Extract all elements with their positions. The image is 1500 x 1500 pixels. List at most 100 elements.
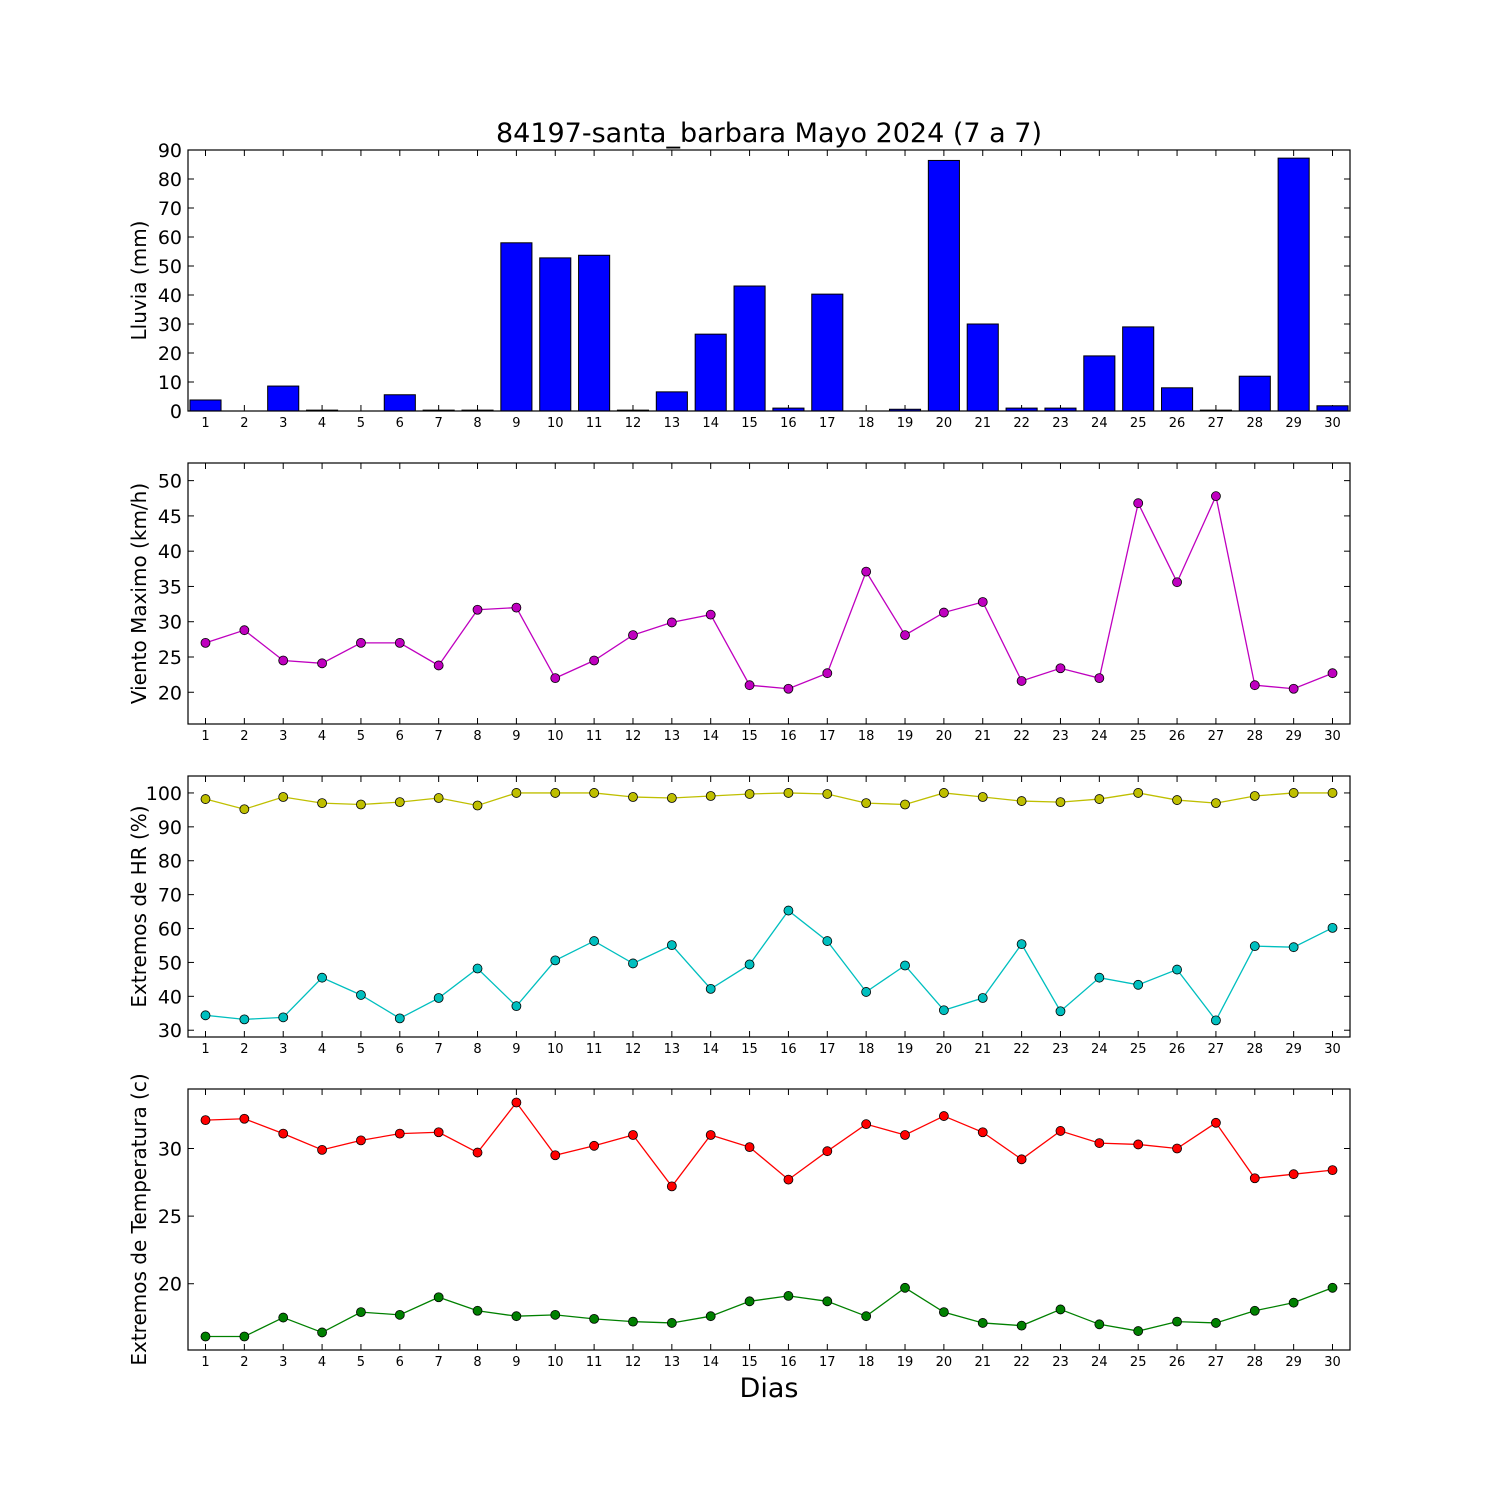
y-tick-label: 30 [158, 314, 182, 336]
x-tick-label: 22 [1013, 1042, 1030, 1057]
x-tick-label: 25 [1130, 416, 1147, 431]
point-day-15 [744, 1296, 755, 1307]
point-day-8 [472, 800, 483, 811]
x-tick-label: 12 [625, 1355, 642, 1370]
point-day-3 [278, 792, 289, 802]
x-tick-label: 24 [1091, 729, 1108, 744]
bar-day-21 [966, 323, 999, 412]
point-day-26 [1172, 1143, 1182, 1154]
x-tick-label: 16 [780, 729, 797, 744]
x-tick-label: 29 [1285, 1042, 1302, 1057]
x-tick-label: 2 [240, 729, 248, 744]
bar-day-11 [578, 254, 611, 412]
plot-frame [187, 149, 1351, 412]
point-day-18 [861, 987, 872, 997]
point-day-21 [977, 1127, 988, 1138]
point-day-20 [938, 1005, 949, 1016]
y-tick-label: 20 [158, 343, 182, 365]
point-day-15 [744, 959, 755, 970]
x-tick-label: 3 [279, 416, 287, 431]
point-day-16 [783, 905, 794, 916]
x-tick-label: 25 [1130, 1355, 1147, 1370]
point-day-2 [239, 804, 250, 815]
point-day-7 [433, 793, 444, 803]
x-tick-label: 30 [1324, 1042, 1341, 1057]
point-day-21 [977, 993, 988, 1003]
x-tick-label: 11 [586, 729, 603, 744]
plot-frame [187, 462, 1351, 725]
point-day-5 [356, 1307, 366, 1318]
x-tick-label: 27 [1208, 1355, 1225, 1370]
y-tick-label: 30 [158, 612, 182, 634]
y-tick-label: 30 [158, 1020, 182, 1042]
point-day-12 [628, 792, 638, 802]
x-tick-label: 30 [1324, 1355, 1341, 1370]
figure-title: 84197-santa_barbara Mayo 2024 (7 a 7) [496, 118, 1042, 149]
point-day-10 [550, 788, 561, 798]
point-day-2 [239, 1331, 250, 1342]
x-tick-label: 21 [974, 416, 991, 431]
y-tick-label: 20 [158, 1274, 182, 1296]
point-day-1 [200, 637, 211, 648]
point-day-22 [1016, 939, 1027, 950]
x-tick-label: 28 [1247, 1042, 1264, 1057]
x-tick-label: 23 [1052, 416, 1069, 431]
y-tick-label: 100 [146, 783, 182, 805]
point-day-26 [1172, 964, 1182, 975]
point-day-5 [356, 637, 366, 648]
x-tick-label: 26 [1169, 1042, 1186, 1057]
point-day-13 [666, 1181, 677, 1192]
x-tick-label: 16 [780, 416, 797, 431]
point-day-17 [822, 668, 833, 679]
y-tick-label: 90 [158, 817, 182, 839]
point-day-17 [822, 789, 833, 799]
x-tick-label: 23 [1052, 1042, 1069, 1057]
x-tick-label: 14 [702, 1355, 719, 1370]
x-tick-label: 30 [1324, 729, 1341, 744]
point-day-20 [938, 607, 949, 618]
x-tick-label: 10 [547, 1042, 564, 1057]
y-tick-label: 40 [158, 986, 182, 1008]
point-day-17 [822, 936, 833, 946]
plot-frame [187, 1088, 1351, 1351]
point-day-26 [1172, 577, 1182, 588]
point-day-30 [1327, 788, 1338, 798]
x-tick-label: 13 [664, 729, 681, 744]
point-day-27 [1211, 1015, 1221, 1026]
point-day-14 [705, 1130, 716, 1140]
x-tick-label: 21 [974, 1042, 991, 1057]
x-tick-label: 2 [240, 416, 248, 431]
point-day-6 [394, 1309, 405, 1320]
point-day-7 [433, 1127, 444, 1138]
x-tick-label: 9 [512, 1042, 520, 1057]
y-tick-label: 60 [158, 227, 182, 249]
x-tick-label: 22 [1013, 729, 1030, 744]
plot-frame [187, 775, 1351, 1038]
point-day-25 [1133, 788, 1144, 798]
point-day-27 [1211, 798, 1221, 809]
point-day-28 [1249, 1305, 1260, 1316]
x-tick-label: 13 [664, 1355, 681, 1370]
point-day-20 [938, 788, 949, 798]
x-tick-label: 11 [586, 416, 603, 431]
bar-day-15 [733, 285, 766, 412]
x-tick-label: 5 [357, 729, 365, 744]
point-day-9 [511, 1311, 522, 1322]
point-day-18 [861, 1119, 872, 1130]
point-day-30 [1327, 1282, 1338, 1293]
point-day-15 [744, 789, 755, 799]
x-tick-label: 12 [625, 1042, 642, 1057]
point-day-4 [317, 1144, 327, 1155]
point-day-6 [394, 797, 405, 807]
point-day-9 [511, 602, 522, 613]
bar-day-1 [189, 399, 222, 412]
point-day-19 [900, 1282, 910, 1293]
point-day-16 [783, 1291, 794, 1301]
point-day-25 [1133, 1326, 1144, 1336]
x-tick-label: 19 [897, 416, 914, 431]
y-tick-label: 70 [158, 198, 182, 220]
point-day-28 [1249, 941, 1260, 952]
point-day-10 [550, 1150, 561, 1161]
x-tick-label: 20 [936, 729, 953, 744]
